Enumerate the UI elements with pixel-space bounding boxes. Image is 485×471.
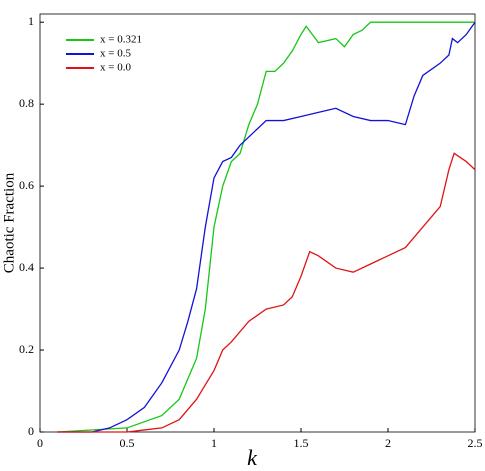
x-tick-label: 1.5: [294, 436, 309, 450]
x-tick-label: 2.5: [468, 436, 483, 450]
y-axis-label: Chaotic Fraction: [1, 172, 17, 273]
y-tick-label: 0.4: [19, 260, 34, 274]
series-line: [57, 21, 475, 433]
series-line: [57, 152, 476, 433]
legend-label: x = 0.5: [100, 48, 131, 60]
x-tick-label: 2: [385, 436, 391, 450]
series-line: [57, 21, 476, 433]
x-axis-label: k: [247, 445, 258, 470]
y-tick-label: 1: [28, 14, 34, 28]
x-tick-label: 1: [211, 436, 217, 450]
plot-frame: [39, 13, 476, 433]
y-tick-label: 0: [28, 424, 34, 438]
legend-label: x = 0.321: [100, 34, 142, 46]
y-tick-label: 0.2: [19, 342, 34, 356]
legend-label: x = 0.0: [100, 62, 131, 74]
x-tick-label: 0.5: [120, 436, 135, 450]
x-tick-label: 0: [37, 436, 43, 450]
y-tick-label: 0.8: [19, 96, 34, 110]
y-tick-label: 0.6: [19, 178, 34, 192]
